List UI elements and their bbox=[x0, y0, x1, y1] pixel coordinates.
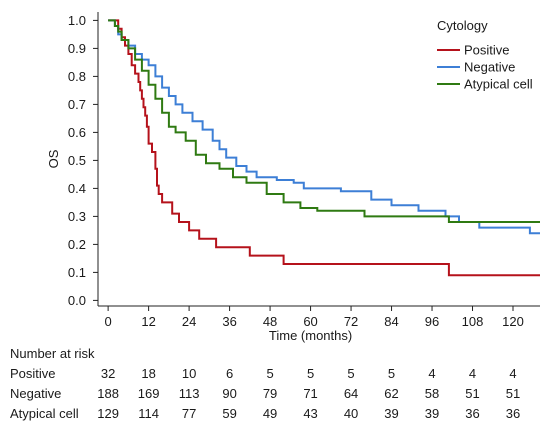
risk-value: 5 bbox=[388, 366, 395, 381]
y-tick-label: 0.1 bbox=[68, 265, 86, 280]
risk-row-label: Negative bbox=[10, 386, 61, 401]
risk-value: 5 bbox=[266, 366, 273, 381]
x-tick-label: 60 bbox=[303, 314, 317, 329]
risk-value: 51 bbox=[465, 386, 479, 401]
risk-value: 5 bbox=[347, 366, 354, 381]
y-tick-label: 0.5 bbox=[68, 153, 86, 168]
risk-value: 71 bbox=[303, 386, 317, 401]
series-line-negative bbox=[108, 19, 540, 235]
legend-label: Atypical cell bbox=[464, 77, 533, 92]
legend-label: Positive bbox=[464, 43, 510, 58]
y-tick-label: 0.7 bbox=[68, 97, 86, 112]
y-tick-label: 0.9 bbox=[68, 41, 86, 56]
risk-value: 188 bbox=[97, 386, 119, 401]
y-tick-label: 0.2 bbox=[68, 237, 86, 252]
risk-table: Number at risk Positive 32 18 10 6 5 5 5 5 4 4 4 Neg… bbox=[10, 346, 520, 421]
risk-value: 58 bbox=[425, 386, 439, 401]
x-tick-label: 72 bbox=[344, 314, 358, 329]
risk-value: 49 bbox=[263, 406, 277, 421]
risk-value: 64 bbox=[344, 386, 358, 401]
legend-label: Negative bbox=[464, 60, 515, 75]
x-axis-label: Time (months) bbox=[269, 328, 352, 343]
x-tick-label: 12 bbox=[141, 314, 155, 329]
risk-value: 10 bbox=[182, 366, 196, 381]
risk-row-label: Atypical cell bbox=[10, 406, 79, 421]
risk-value: 36 bbox=[465, 406, 479, 421]
risk-value: 90 bbox=[222, 386, 236, 401]
risk-value: 51 bbox=[506, 386, 520, 401]
risk-value: 114 bbox=[138, 406, 159, 421]
risk-value: 5 bbox=[307, 366, 314, 381]
risk-value: 40 bbox=[344, 406, 358, 421]
x-tick-label: 48 bbox=[263, 314, 277, 329]
risk-value: 43 bbox=[303, 406, 317, 421]
risk-value: 129 bbox=[97, 406, 119, 421]
x-tick-label: 36 bbox=[222, 314, 236, 329]
series-line-positive bbox=[108, 19, 540, 277]
x-tick-label: 0 bbox=[105, 314, 112, 329]
x-ticks: 0 12 24 36 48 60 72 84 96 108 120 bbox=[105, 306, 524, 329]
risk-value: 36 bbox=[506, 406, 520, 421]
risk-value: 4 bbox=[469, 366, 476, 381]
series-lines bbox=[108, 19, 540, 277]
risk-value: 39 bbox=[425, 406, 439, 421]
risk-value: 4 bbox=[428, 366, 435, 381]
risk-value: 39 bbox=[384, 406, 398, 421]
x-tick-label: 120 bbox=[502, 314, 524, 329]
y-tick-label: 0.0 bbox=[68, 293, 86, 308]
x-tick-label: 96 bbox=[425, 314, 439, 329]
risk-value: 4 bbox=[509, 366, 516, 381]
risk-value: 6 bbox=[226, 366, 233, 381]
x-tick-label: 108 bbox=[462, 314, 484, 329]
y-tick-label: 1.0 bbox=[68, 13, 86, 28]
risk-value: 169 bbox=[138, 386, 160, 401]
x-tick-label: 24 bbox=[182, 314, 196, 329]
risk-table-title: Number at risk bbox=[10, 346, 95, 361]
risk-value: 18 bbox=[141, 366, 155, 381]
x-tick-label: 84 bbox=[384, 314, 398, 329]
legend: Cytology Positive Negative Atypical cell bbox=[437, 18, 533, 92]
y-tick-label: 0.8 bbox=[68, 69, 86, 84]
risk-value: 32 bbox=[101, 366, 115, 381]
risk-row-label: Positive bbox=[10, 366, 56, 381]
risk-value: 59 bbox=[222, 406, 236, 421]
legend-title: Cytology bbox=[437, 18, 488, 33]
risk-value: 113 bbox=[179, 386, 200, 401]
risk-value: 62 bbox=[384, 386, 398, 401]
risk-value: 79 bbox=[263, 386, 277, 401]
risk-value: 77 bbox=[182, 406, 196, 421]
y-axis-label: OS bbox=[46, 149, 61, 168]
axes bbox=[97, 12, 540, 307]
series-line-atypical-cell bbox=[108, 19, 540, 223]
y-tick-label: 0.3 bbox=[68, 209, 86, 224]
y-tick-label: 0.4 bbox=[68, 181, 86, 196]
y-ticks: 0.0 0.1 0.2 0.3 0.4 0.5 0.6 0.7 0.8 0.9 1.0 bbox=[68, 13, 98, 308]
y-tick-label: 0.6 bbox=[68, 125, 86, 140]
